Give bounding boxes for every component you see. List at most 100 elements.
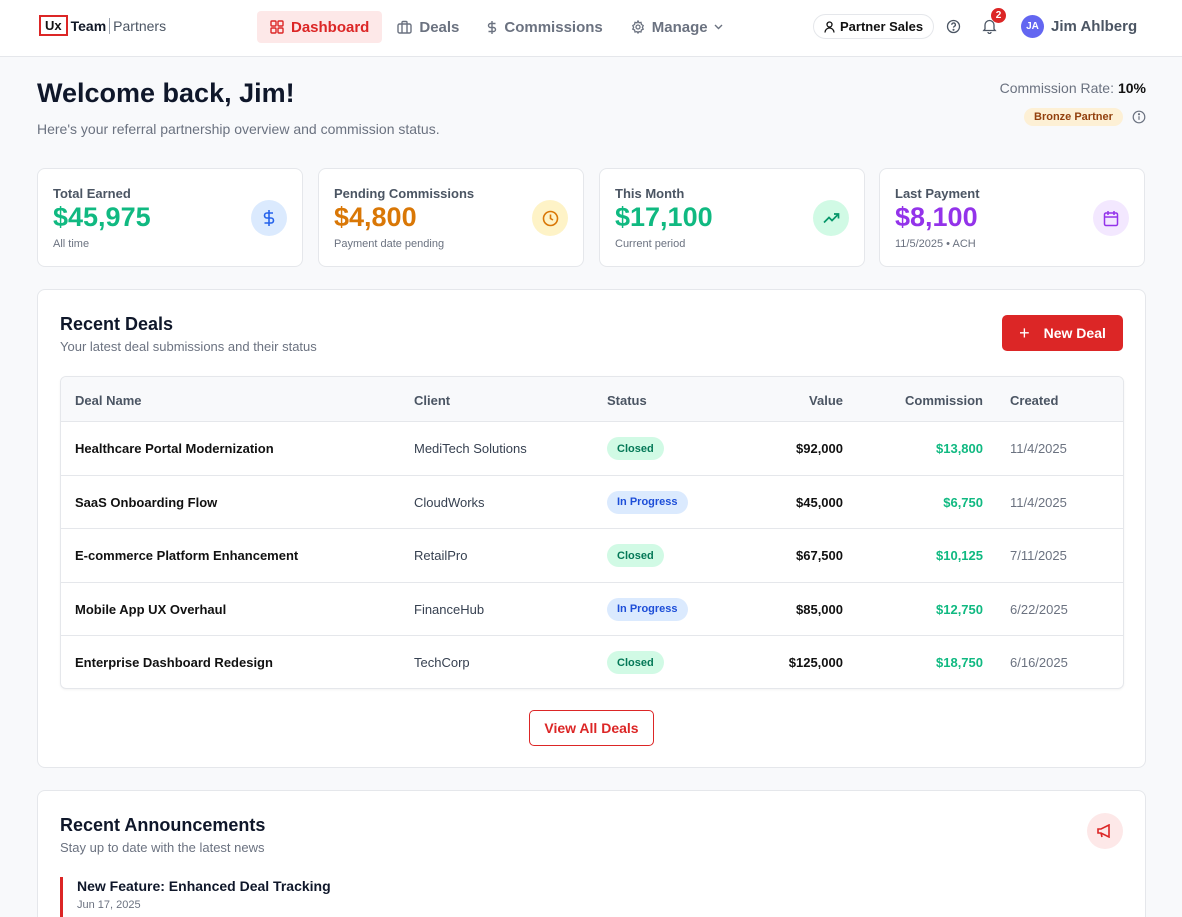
deal-client: FinanceHub [414, 601, 485, 617]
deal-value: $92,000 [796, 441, 843, 456]
stat-label: Total Earned [53, 186, 131, 201]
trending-up-icon [813, 200, 849, 236]
nav-manage-label: Manage [651, 18, 708, 36]
clock-icon [532, 200, 568, 236]
deal-name[interactable]: Healthcare Portal Modernization [75, 441, 274, 456]
deal-name[interactable]: E-commerce Platform Enhancement [75, 548, 299, 563]
dashboard-icon [270, 20, 284, 34]
deal-commission: $18,750 [936, 655, 983, 670]
tier-badge: Bronze Partner [1024, 108, 1123, 126]
deal-created: 6/22/2025 [1010, 601, 1068, 617]
nav-deals[interactable]: Deals [384, 11, 472, 43]
user-menu[interactable]: JA Jim Ahlberg [1021, 15, 1137, 38]
deal-commission: $10,125 [936, 548, 983, 563]
column-header-value[interactable]: Value [809, 393, 843, 408]
deal-value: $67,500 [796, 548, 843, 563]
deal-created: 11/4/2025 [1010, 441, 1067, 456]
column-header-status[interactable]: Status [607, 393, 647, 408]
stat-note: Payment date pending [334, 238, 445, 250]
deal-client: CloudWorks [414, 494, 485, 510]
stat-note: 11/5/2025 • ACH [895, 238, 976, 250]
deal-name[interactable]: Enterprise Dashboard Redesign [75, 655, 273, 670]
stat-card-last-payment: Last Payment $8,100 11/5/2025 • ACH [879, 168, 1145, 267]
status-badge: Closed [607, 651, 664, 674]
deal-value: $125,000 [788, 655, 843, 670]
bell-icon[interactable] [982, 18, 997, 34]
stat-card-pending: Pending Commissions $4,800 Payment date … [318, 168, 584, 267]
table-row[interactable]: E-commerce Platform Enhancement RetailPr… [61, 529, 1123, 583]
status-badge: In Progress [607, 597, 688, 621]
deal-commission: $13,800 [936, 441, 983, 456]
table-row[interactable]: Healthcare Portal Modernization MediTech… [61, 422, 1123, 476]
chevron-down-icon [714, 24, 723, 30]
logo-team: Team [70, 17, 107, 34]
deal-created: 6/16/2025 [1010, 655, 1068, 670]
stat-value: $8,100 [895, 202, 978, 232]
recent-deals-card: Recent Deals Your latest deal submission… [37, 289, 1146, 768]
plus-icon: + [1019, 322, 1030, 343]
logo-partners: Partners [113, 17, 167, 34]
announcement-item[interactable]: New Feature: Enhanced Deal Tracking Jun … [60, 877, 331, 917]
column-header-created[interactable]: Created [1010, 393, 1059, 408]
table-header: Deal Name Client Status Value Commission… [61, 377, 1123, 422]
nav-manage[interactable]: Manage [618, 11, 736, 43]
stat-value: $45,975 [53, 202, 151, 232]
status-badge: Closed [607, 544, 664, 567]
logo-divider [109, 17, 111, 34]
view-all-deals-button[interactable]: View All Deals [529, 710, 654, 746]
announcements-subtitle: Stay up to date with the latest news [60, 840, 265, 855]
column-header-commission[interactable]: Commission [904, 393, 983, 408]
deal-client: TechCorp [414, 655, 470, 670]
deal-commission: $12,750 [936, 601, 983, 617]
calendar-icon [1093, 200, 1129, 236]
partner-sales-button[interactable]: Partner Sales [813, 14, 935, 39]
announcement-date: Jun 17, 2025 [77, 899, 141, 911]
stat-label: Pending Commissions [334, 186, 475, 201]
deals-table: Deal Name Client Status Value Commission… [60, 376, 1124, 689]
partner-sales-label: Partner Sales [840, 19, 924, 34]
stat-card-total-earned: Total Earned $45,975 All time [37, 168, 303, 267]
info-icon[interactable] [1132, 110, 1146, 124]
logo-ux: Ux [39, 15, 68, 36]
nav-commissions[interactable]: Commissions [474, 11, 615, 43]
deal-created: 11/4/2025 [1010, 494, 1067, 510]
stat-value: $4,800 [334, 202, 417, 232]
stat-label: Last Payment [895, 186, 980, 201]
new-deal-button[interactable]: + New Deal [1002, 315, 1123, 351]
column-header-client[interactable]: Client [414, 393, 451, 408]
table-row[interactable]: Mobile App UX Overhaul FinanceHub In Pro… [61, 583, 1123, 636]
deal-name[interactable]: SaaS Onboarding Flow [75, 494, 218, 510]
announcement-title: New Feature: Enhanced Deal Tracking [77, 878, 331, 894]
nav-deals-label: Deals [419, 18, 460, 36]
main-nav: Dashboard Deals Commissions Manage [257, 11, 738, 43]
page-title: Welcome back, Jim! [37, 78, 295, 108]
nav-dashboard-label: Dashboard [291, 18, 370, 36]
recent-deals-subtitle: Your latest deal submissions and their s… [60, 339, 317, 354]
commission-rate: Commission Rate: 10% [1000, 80, 1146, 96]
megaphone-icon [1087, 813, 1123, 849]
table-row[interactable]: SaaS Onboarding Flow CloudWorks In Progr… [61, 476, 1123, 529]
stat-note: All time [53, 238, 90, 250]
dollar-icon [488, 20, 497, 34]
top-nav: Ux Team Partners Dashboard Deals Commiss… [0, 0, 1182, 57]
nav-commissions-label: Commissions [504, 18, 603, 36]
deal-value: $45,000 [796, 494, 843, 510]
deal-client: MediTech Solutions [414, 441, 527, 456]
help-icon[interactable] [946, 19, 961, 34]
table-row[interactable]: Enterprise Dashboard Redesign TechCorp C… [61, 636, 1123, 688]
announcements-title: Recent Announcements [60, 815, 266, 835]
announcements-card: Recent Announcements Stay up to date wit… [37, 790, 1146, 917]
logo[interactable]: Ux Team Partners [39, 15, 166, 36]
stat-value: $17,100 [615, 202, 713, 232]
briefcase-icon [397, 20, 413, 34]
nav-dashboard[interactable]: Dashboard [257, 11, 383, 43]
deal-client: RetailPro [414, 548, 468, 563]
status-badge: Closed [607, 437, 664, 460]
deal-name[interactable]: Mobile App UX Overhaul [75, 601, 227, 617]
user-icon [824, 20, 835, 33]
user-name: Jim Ahlberg [1051, 18, 1138, 35]
stat-note: Current period [615, 238, 686, 250]
column-header-deal-name[interactable]: Deal Name [75, 393, 142, 408]
notification-badge: 2 [991, 8, 1006, 23]
deal-value: $85,000 [796, 601, 843, 617]
